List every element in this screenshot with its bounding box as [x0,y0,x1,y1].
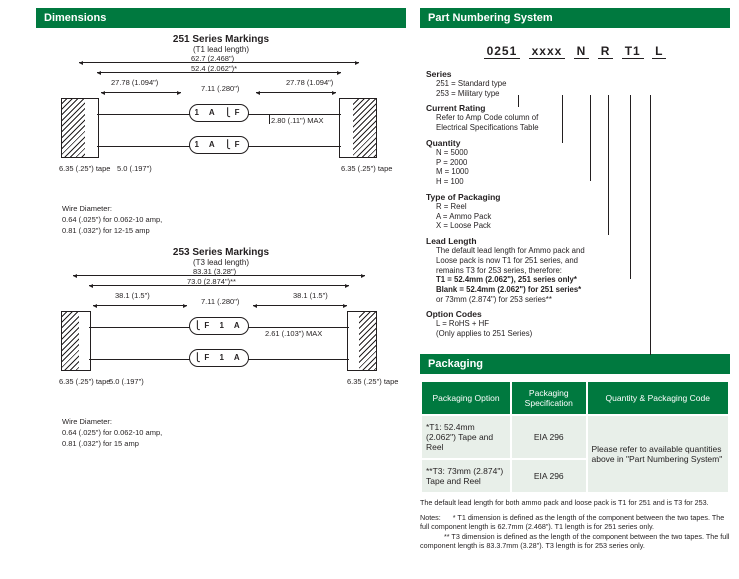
dim-full: 62.7 (2.468") [191,54,234,63]
partnum-header: Part Numbering System [420,8,730,28]
pn-seg-5: L [652,44,666,59]
dim-mid: 52.4 (2.062")* [191,64,237,73]
dim-right-253: 38.1 (1.5") [293,291,328,300]
note3: ** T3 dimension is defined as the length… [420,532,729,550]
series-label: Series [426,69,724,79]
pn-seg-1: xxxx [529,44,566,59]
lead-label: Lead Length [426,236,724,246]
r1c1: *T1: 52.4mm (2.062") Tape and Reel [422,416,510,458]
dim-gap: 2.80 (.11") MAX [271,116,324,125]
lead-c: remains T3 for 253 series, therefore: [436,266,724,276]
fuse-mark-top-253: ⎩F 1 A [189,317,249,335]
pn-seg-0: 0251 [484,44,521,59]
lead-a: The default lead length for Ammo pack an… [436,246,724,256]
dim-left-253: 38.1 (1.5") [115,291,150,300]
dim-body-253: 7.11 (.280") [201,297,239,306]
dim-full-253: 83.31 (3.28") [193,267,236,276]
qty-a: N = 5000 [436,148,724,158]
wire-title-251: Wire Diameter: [62,204,406,213]
note2: * T1 dimension is defined as the length … [420,513,724,531]
lead-dim: 5.0 (.197") [117,164,152,173]
wire-a-253: 0.64 (.025") for 0.062-10 amp, [62,428,406,437]
qty-label: Quantity [426,138,724,148]
s253-diagram: 83.31 (3.28") 73.0 (2.874")** 38.1 (1.5"… [61,269,381,409]
lead-b: Loose pack is now T1 for 251 series, and [436,256,724,266]
dimensions-header: Dimensions [36,8,406,28]
lead-dim-253: 5.0 (.197") [109,377,144,386]
pkg-a: R = Reel [436,202,724,212]
th2: Packaging Specification [512,382,585,414]
fuse-mark-bot: 1 A ⎩F [189,136,249,154]
wire-b-253: 0.81 (.032") for 15 amp [62,439,406,448]
r-merge: Please refer to available quantities abo… [588,416,729,492]
s253-subtitle: (T3 lead length) [36,258,406,267]
series-a: 251 = Standard type [436,79,724,89]
pn-seg-3: R [598,44,614,59]
wire-a-251: 0.64 (.025") for 0.062-10 amp, [62,215,406,224]
th1: Packaging Option [422,382,510,414]
dim-right: 27.78 (1.094") [286,78,333,87]
opt-b: (Only applies to 251 Series) [436,329,724,339]
packaging-table: Packaging Option Packaging Specification… [420,380,730,494]
dim-mid-253: 73.0 (2.874")** [187,277,236,286]
current-b: Electrical Specifications Table [436,123,724,133]
current-label: Current Rating [426,103,724,113]
r2c2: EIA 296 [512,460,585,492]
lead-e: Blank = 52.4mm (2.062") for 251 series* [436,285,724,295]
tape-right: 6.35 (.25") tape [341,164,392,173]
pkg-note1: The default lead length for both ammo pa… [420,498,730,507]
tape-left-253: 6.35 (.25") tape [59,377,110,386]
s251-title: 251 Series Markings [36,34,406,45]
notes-label: Notes: [420,513,441,522]
opt-label: Option Codes [426,309,724,319]
pn-code: 0251 xxxx N R T1 L [426,44,724,59]
series-b: 253 = Military type [436,89,724,99]
pkg-b: A = Ammo Pack [436,212,724,222]
s253-title: 253 Series Markings [36,247,406,258]
wire-b-251: 0.81 (.032") for 12-15 amp [62,226,406,235]
qty-b: P = 2000 [436,158,724,168]
tape-left: 6.35 (.25") tape [59,164,110,173]
pkg-label: Type of Packaging [426,192,724,202]
th3: Quantity & Packaging Code [588,382,729,414]
lead-d: T1 = 52.4mm (2.062"), 251 series only* [436,275,724,285]
packaging-header: Packaging [420,354,730,374]
partnum-box: 0251 xxxx N R T1 L Series 251 = Standard… [420,34,730,354]
qty-d: H = 100 [436,177,724,187]
r1c2: EIA 296 [512,416,585,458]
dim-left: 27.78 (1.094") [111,78,158,87]
lead-f: or 73mm (2.874") for 253 series** [436,295,724,305]
fuse-mark-top: 1 A ⎩F [189,104,249,122]
current-a: Refer to Amp Code column of [436,113,724,123]
notes: Notes: * T1 dimension is defined as the … [420,513,730,550]
pn-seg-4: T1 [622,44,644,59]
s251-diagram: 62.7 (2.468") 52.4 (2.062")* 27.78 (1.09… [61,56,381,196]
wire-title-253: Wire Diameter: [62,417,406,426]
s251-subtitle: (T1 lead length) [36,45,406,54]
pn-seg-2: N [574,44,590,59]
dim-body: 7.11 (.280") [201,84,239,93]
opt-a: L = RoHS + HF [436,319,724,329]
pkg-c: X = Loose Pack [436,221,724,231]
dim-gap-253: 2.61 (.103") MAX [265,329,322,338]
r2c1: **T3: 73mm (2.874") Tape and Reel [422,460,510,492]
fuse-mark-bot-253: ⎩F 1 A [189,349,249,367]
qty-c: M = 1000 [436,167,724,177]
tape-right-253: 6.35 (.25") tape [347,377,398,386]
